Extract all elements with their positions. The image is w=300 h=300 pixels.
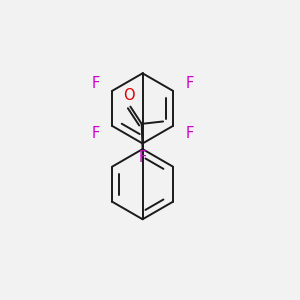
Text: F: F [185,126,194,141]
Text: O: O [123,88,135,103]
Text: F: F [185,76,194,91]
Text: F: F [92,76,100,91]
Text: F: F [92,126,100,141]
Text: F: F [138,150,147,165]
